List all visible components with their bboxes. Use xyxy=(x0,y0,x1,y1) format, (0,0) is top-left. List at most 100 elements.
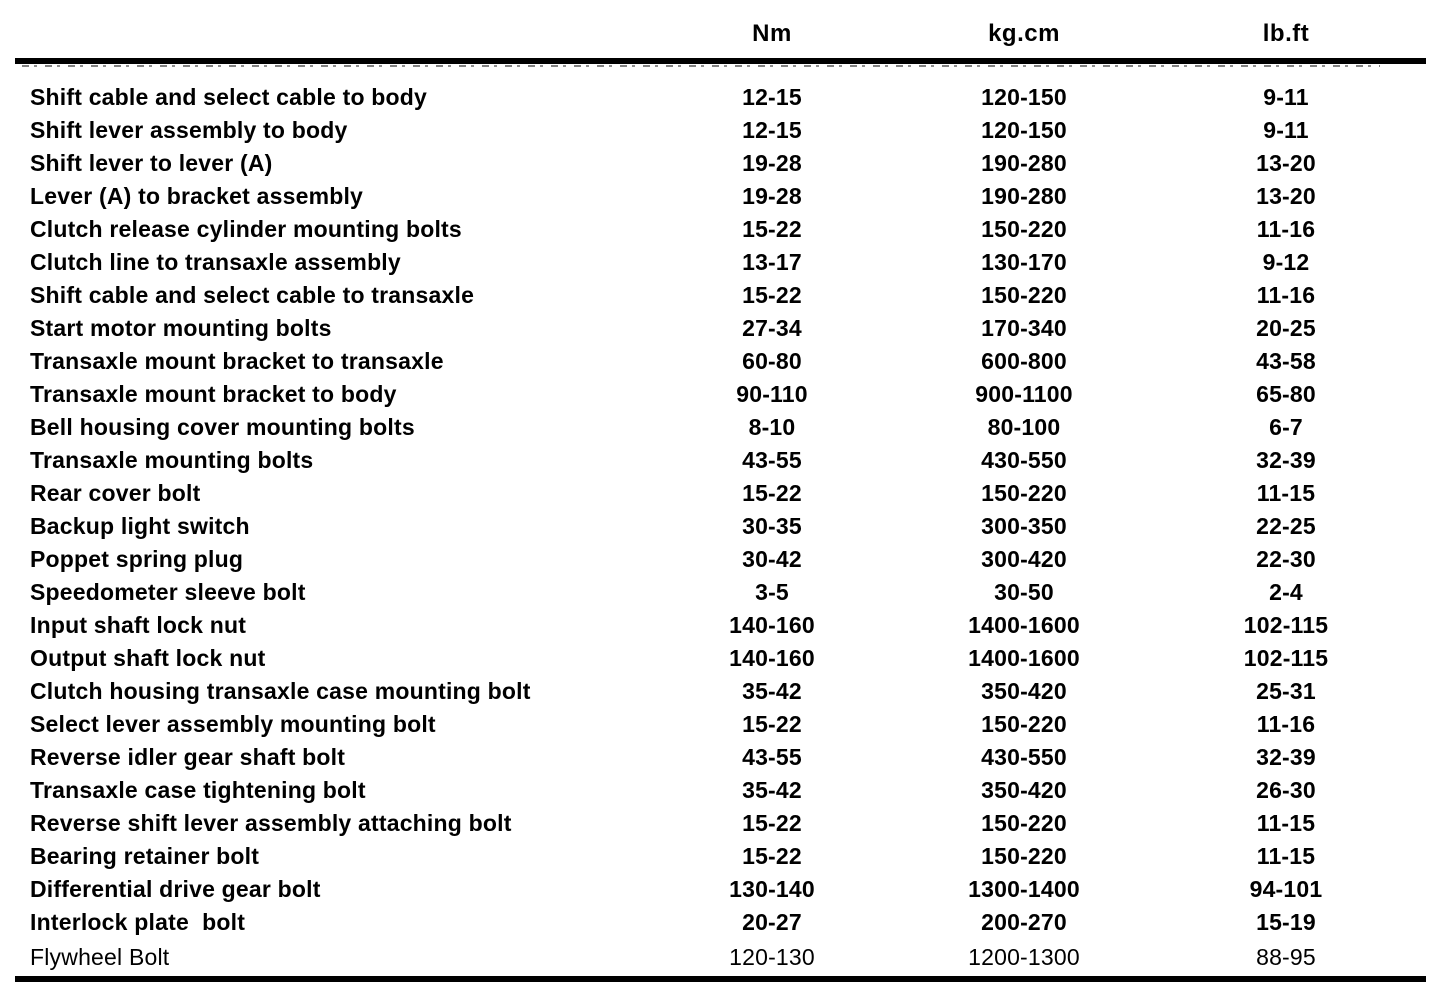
row-nm-value: 43-55 xyxy=(742,744,802,770)
row-lbft-value: 20-25 xyxy=(1256,315,1316,341)
row-item-label: Reverse idler gear shaft bolt xyxy=(30,744,346,770)
row-nm-value: 15-22 xyxy=(742,480,802,506)
row-nm-value: 60-80 xyxy=(742,348,802,374)
row-lbft-value: 65-80 xyxy=(1256,381,1316,407)
row-kgcm-value: 150-220 xyxy=(981,216,1067,242)
row-item-label: Backup light switch xyxy=(30,513,250,539)
row-item-label: Bell housing cover mounting bolts xyxy=(30,414,415,440)
table-row: Reverse idler gear shaft bolt 43-55 430-… xyxy=(0,741,1440,774)
row-kgcm-value: 900-1100 xyxy=(975,381,1073,407)
row-item-label: Start motor mounting bolts xyxy=(30,315,332,341)
row-item-label: Input shaft lock nut xyxy=(30,612,247,638)
row-kgcm-value: 1200-1300 xyxy=(968,944,1080,970)
row-nm-value: 30-42 xyxy=(742,546,802,572)
row-nm-value: 90-110 xyxy=(736,381,808,407)
row-kgcm-value: 80-100 xyxy=(987,414,1061,440)
row-kgcm-value: 120-150 xyxy=(981,84,1067,110)
row-nm-value: 30-35 xyxy=(742,513,802,539)
row-item-label: Transaxle mounting bolts xyxy=(30,447,314,473)
row-lbft-value: 11-15 xyxy=(1256,480,1316,506)
table-row: Lever (A) to bracket assembly 19-28 190-… xyxy=(0,180,1440,213)
bottom-rule xyxy=(15,976,1426,982)
row-item-label: Clutch housing transaxle case mounting b… xyxy=(30,678,531,704)
table-row: Poppet spring plug 30-42 300-420 22-30 xyxy=(0,543,1440,576)
row-kgcm-value: 190-280 xyxy=(981,183,1067,209)
row-nm-value: 120-130 xyxy=(729,944,815,970)
row-lbft-value: 11-16 xyxy=(1256,216,1316,242)
row-item-label: Differential drive gear bolt xyxy=(30,876,321,902)
row-item-label: Select lever assembly mounting bolt xyxy=(30,711,436,737)
table-row: Bell housing cover mounting bolts 8-10 8… xyxy=(0,411,1440,444)
row-nm-value: 27-34 xyxy=(742,315,802,341)
top-rule-scan-noise xyxy=(22,65,1380,67)
table-row: Transaxle case tightening bolt 35-42 350… xyxy=(0,774,1440,807)
row-nm-value: 43-55 xyxy=(742,447,802,473)
row-kgcm-value: 150-220 xyxy=(981,480,1067,506)
row-kgcm-value: 430-550 xyxy=(981,744,1067,770)
row-nm-value: 3-5 xyxy=(755,579,789,605)
row-item-label: Speedometer sleeve bolt xyxy=(30,579,306,605)
row-nm-value: 20-27 xyxy=(742,909,802,935)
row-lbft-value: 22-25 xyxy=(1256,513,1316,539)
row-kgcm-value: 150-220 xyxy=(981,843,1067,869)
row-item-label: Lever (A) to bracket assembly xyxy=(30,183,364,209)
row-item-label: Shift lever assembly to body xyxy=(30,117,348,143)
row-kgcm-value: 430-550 xyxy=(981,447,1067,473)
row-lbft-value: 15-19 xyxy=(1256,909,1316,935)
row-nm-value: 140-160 xyxy=(729,612,815,638)
table-row: Clutch housing transaxle case mounting b… xyxy=(0,675,1440,708)
table-row: Transaxle mount bracket to body 90-110 9… xyxy=(0,378,1440,411)
row-lbft-value: 11-16 xyxy=(1256,711,1316,737)
row-item-label: Reverse shift lever assembly attaching b… xyxy=(30,810,512,836)
row-item-label: Clutch line to transaxle assembly xyxy=(30,249,401,275)
row-nm-value: 130-140 xyxy=(729,876,815,902)
row-kgcm-value: 130-170 xyxy=(981,249,1067,275)
row-lbft-value: 9-11 xyxy=(1263,84,1309,110)
row-kgcm-value: 170-340 xyxy=(981,315,1067,341)
row-nm-value: 19-28 xyxy=(742,183,802,209)
table-row: Shift lever assembly to body 12-15 120-1… xyxy=(0,114,1440,147)
row-nm-value: 35-42 xyxy=(742,678,802,704)
table-row: Backup light switch 30-35 300-350 22-25 xyxy=(0,510,1440,543)
row-lbft-value: 13-20 xyxy=(1256,183,1316,209)
row-nm-value: 15-22 xyxy=(742,843,802,869)
row-item-label: Clutch release cylinder mounting bolts xyxy=(30,216,462,242)
row-item-label: Interlock plate bolt xyxy=(30,909,246,935)
row-item-label: Transaxle case tightening bolt xyxy=(30,777,366,803)
table-row: Start motor mounting bolts 27-34 170-340… xyxy=(0,312,1440,345)
row-kgcm-value: 300-350 xyxy=(981,513,1067,539)
table-row: Input shaft lock nut 140-160 1400-1600 1… xyxy=(0,609,1440,642)
column-header-kgcm: kg.cm xyxy=(988,20,1060,47)
table-row: Transaxle mount bracket to transaxle 60-… xyxy=(0,345,1440,378)
table-row: Shift lever to lever (A) 19-28 190-280 1… xyxy=(0,147,1440,180)
row-lbft-value: 32-39 xyxy=(1256,744,1316,770)
row-lbft-value: 32-39 xyxy=(1256,447,1316,473)
row-lbft-value: 9-11 xyxy=(1263,117,1309,143)
row-nm-value: 15-22 xyxy=(742,810,802,836)
row-nm-value: 15-22 xyxy=(742,216,802,242)
row-nm-value: 12-15 xyxy=(742,84,802,110)
row-lbft-value: 26-30 xyxy=(1256,777,1316,803)
table-row: Transaxle mounting bolts 43-55 430-550 3… xyxy=(0,444,1440,477)
row-nm-value: 15-22 xyxy=(742,282,802,308)
row-kgcm-value: 350-420 xyxy=(981,678,1067,704)
table-row: Differential drive gear bolt 130-140 130… xyxy=(0,873,1440,906)
row-lbft-value: 102-115 xyxy=(1243,645,1329,671)
row-item-label: Flywheel Bolt xyxy=(30,944,170,970)
row-kgcm-value: 1400-1600 xyxy=(968,612,1080,638)
row-nm-value: 19-28 xyxy=(742,150,802,176)
table-row: Select lever assembly mounting bolt 15-2… xyxy=(0,708,1440,741)
row-kgcm-value: 300-420 xyxy=(981,546,1067,572)
row-item-label: Transaxle mount bracket to transaxle xyxy=(30,348,444,374)
row-item-label: Rear cover bolt xyxy=(30,480,201,506)
row-kgcm-value: 350-420 xyxy=(981,777,1067,803)
table-body: Shift cable and select cable to body 12-… xyxy=(0,67,1440,972)
row-kgcm-value: 200-270 xyxy=(981,909,1067,935)
row-lbft-value: 11-15 xyxy=(1256,843,1316,869)
row-lbft-value: 11-15 xyxy=(1256,810,1316,836)
table-header-row: Nm kg.cm lb.ft xyxy=(0,0,1440,58)
row-lbft-value: 88-95 xyxy=(1256,944,1316,970)
row-item-label: Shift lever to lever (A) xyxy=(30,150,273,176)
row-lbft-value: 13-20 xyxy=(1256,150,1316,176)
